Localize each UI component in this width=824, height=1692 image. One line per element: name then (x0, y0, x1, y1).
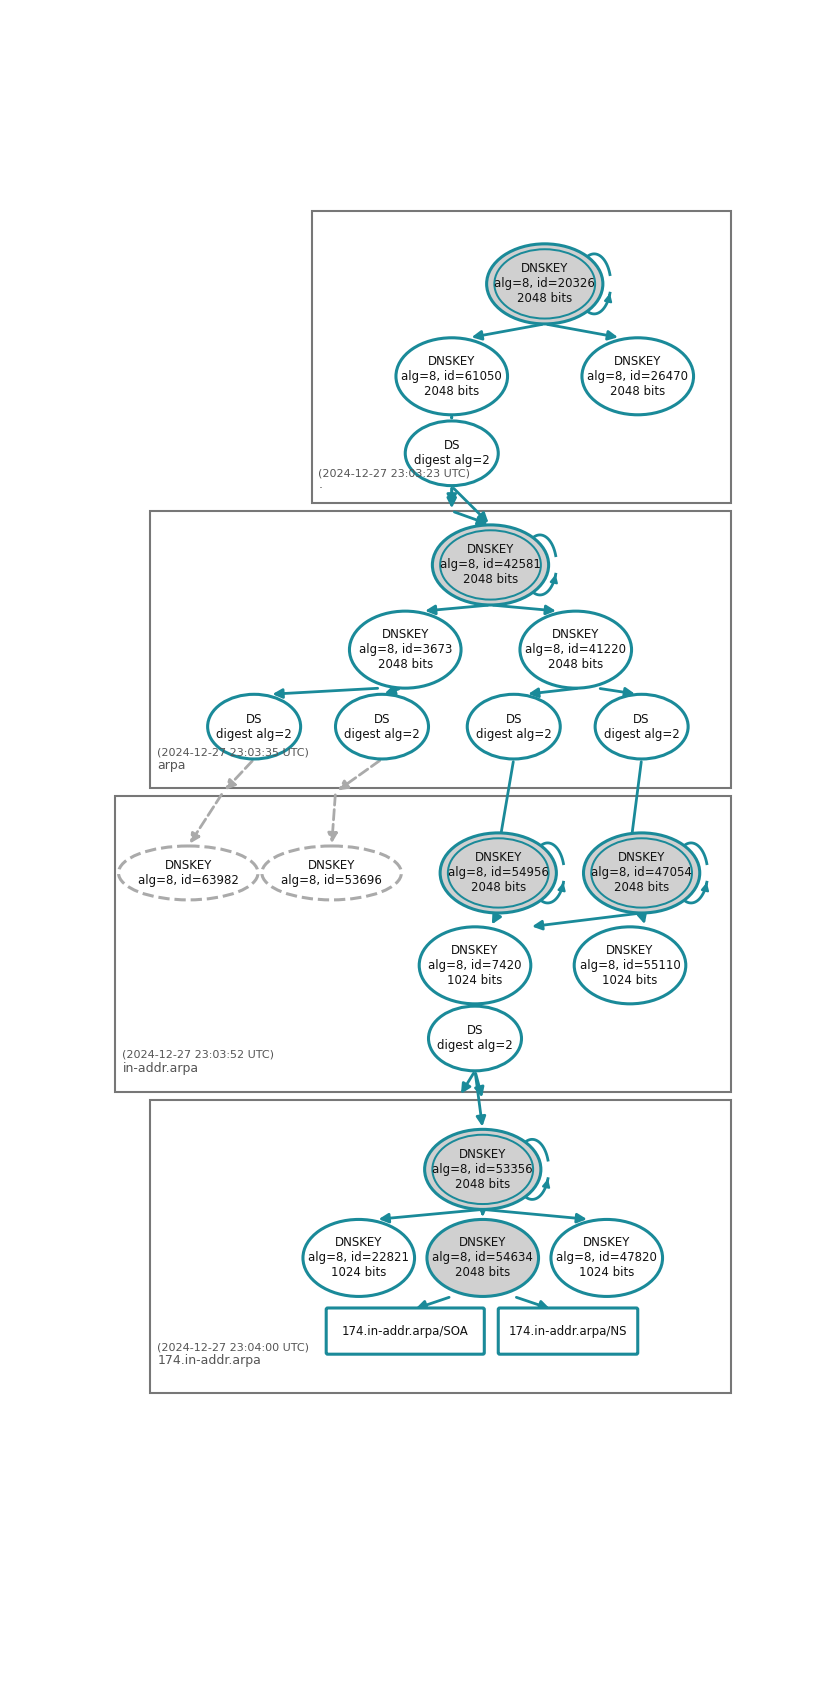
Text: DS
digest alg=2: DS digest alg=2 (344, 712, 420, 741)
Ellipse shape (467, 694, 560, 760)
Text: (2024-12-27 23:03:23 UTC): (2024-12-27 23:03:23 UTC) (318, 469, 471, 479)
Text: 174.in-addr.arpa: 174.in-addr.arpa (157, 1354, 261, 1367)
Text: DNSKEY
alg=8, id=54956
2048 bits: DNSKEY alg=8, id=54956 2048 bits (447, 851, 549, 895)
Ellipse shape (335, 694, 428, 760)
Ellipse shape (433, 525, 549, 606)
Ellipse shape (595, 694, 688, 760)
Text: arpa: arpa (157, 760, 185, 772)
Ellipse shape (349, 611, 461, 689)
Text: DNSKEY
alg=8, id=61050
2048 bits: DNSKEY alg=8, id=61050 2048 bits (401, 355, 502, 398)
Text: DNSKEY
alg=8, id=42581
2048 bits: DNSKEY alg=8, id=42581 2048 bits (440, 543, 541, 587)
Ellipse shape (487, 244, 603, 323)
Text: DNSKEY
alg=8, id=26470
2048 bits: DNSKEY alg=8, id=26470 2048 bits (588, 355, 688, 398)
Ellipse shape (262, 846, 401, 900)
Bar (149, 1100, 731, 1393)
Text: DS
digest alg=2: DS digest alg=2 (216, 712, 292, 741)
Text: DNSKEY
alg=8, id=47820
1024 bits: DNSKEY alg=8, id=47820 1024 bits (556, 1237, 658, 1279)
Text: DNSKEY
alg=8, id=63982: DNSKEY alg=8, id=63982 (138, 860, 239, 887)
Text: DS
digest alg=2: DS digest alg=2 (437, 1024, 513, 1052)
Text: DS
digest alg=2: DS digest alg=2 (476, 712, 551, 741)
Ellipse shape (582, 338, 694, 415)
FancyBboxPatch shape (326, 1308, 485, 1354)
Text: DNSKEY
alg=8, id=55110
1024 bits: DNSKEY alg=8, id=55110 1024 bits (579, 944, 681, 986)
Ellipse shape (396, 338, 508, 415)
Text: .: . (318, 477, 322, 491)
Text: DS
digest alg=2: DS digest alg=2 (414, 440, 489, 467)
Text: DNSKEY
alg=8, id=54634
2048 bits: DNSKEY alg=8, id=54634 2048 bits (433, 1237, 533, 1279)
Ellipse shape (427, 1220, 539, 1296)
Ellipse shape (520, 611, 631, 689)
Ellipse shape (208, 694, 301, 760)
Text: in-addr.arpa: in-addr.arpa (123, 1061, 199, 1074)
Text: DS
digest alg=2: DS digest alg=2 (604, 712, 680, 741)
Text: DNSKEY
alg=8, id=47054
2048 bits: DNSKEY alg=8, id=47054 2048 bits (591, 851, 692, 895)
Text: DNSKEY
alg=8, id=53696: DNSKEY alg=8, id=53696 (281, 860, 382, 887)
Ellipse shape (405, 421, 499, 486)
Text: DNSKEY
alg=8, id=53356
2048 bits: DNSKEY alg=8, id=53356 2048 bits (433, 1147, 533, 1191)
Text: (2024-12-27 23:03:35 UTC): (2024-12-27 23:03:35 UTC) (157, 748, 309, 758)
Text: DNSKEY
alg=8, id=3673
2048 bits: DNSKEY alg=8, id=3673 2048 bits (358, 628, 452, 672)
Text: 174.in-addr.arpa/SOA: 174.in-addr.arpa/SOA (342, 1325, 469, 1338)
Text: (2024-12-27 23:04:00 UTC): (2024-12-27 23:04:00 UTC) (157, 1342, 309, 1352)
Text: DNSKEY
alg=8, id=7420
1024 bits: DNSKEY alg=8, id=7420 1024 bits (428, 944, 522, 986)
Ellipse shape (428, 1007, 522, 1071)
Ellipse shape (551, 1220, 662, 1296)
Text: DNSKEY
alg=8, id=41220
2048 bits: DNSKEY alg=8, id=41220 2048 bits (525, 628, 626, 672)
Text: DNSKEY
alg=8, id=20326
2048 bits: DNSKEY alg=8, id=20326 2048 bits (494, 262, 595, 305)
Ellipse shape (583, 832, 700, 914)
Text: 174.in-addr.arpa/NS: 174.in-addr.arpa/NS (508, 1325, 627, 1338)
FancyBboxPatch shape (499, 1308, 638, 1354)
Text: DNSKEY
alg=8, id=22821
1024 bits: DNSKEY alg=8, id=22821 1024 bits (308, 1237, 410, 1279)
Bar (115, 795, 731, 1093)
Ellipse shape (119, 846, 258, 900)
Ellipse shape (419, 927, 531, 1003)
Ellipse shape (574, 927, 686, 1003)
Ellipse shape (424, 1129, 541, 1210)
Bar (312, 212, 731, 503)
Bar (149, 511, 731, 788)
Ellipse shape (440, 832, 556, 914)
Text: (2024-12-27 23:03:52 UTC): (2024-12-27 23:03:52 UTC) (123, 1049, 274, 1059)
Ellipse shape (303, 1220, 414, 1296)
